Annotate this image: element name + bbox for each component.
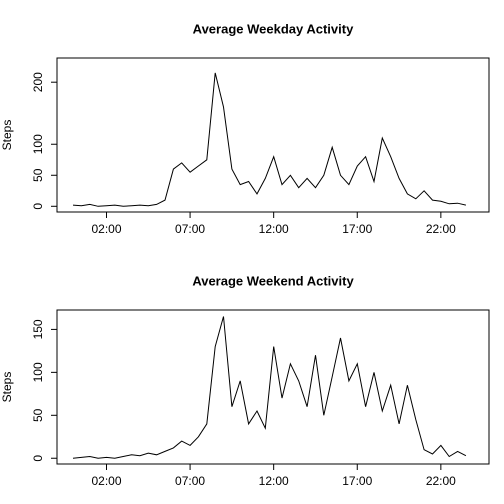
y-tick-label: 50 bbox=[31, 408, 45, 422]
y-tick-label: 0 bbox=[31, 455, 45, 462]
data-line bbox=[72, 72, 467, 207]
x-tick-label: 07:00 bbox=[175, 222, 205, 236]
x-tick-label: 02:00 bbox=[91, 474, 121, 488]
chart-title: Average Weekend Activity bbox=[192, 273, 354, 288]
x-tick-label: 12:00 bbox=[259, 474, 289, 488]
x-tick-label: 17:00 bbox=[342, 222, 372, 236]
y-tick-label: 150 bbox=[31, 319, 45, 339]
x-tick-label: 17:00 bbox=[342, 474, 372, 488]
plot-box bbox=[56, 57, 490, 213]
data-line bbox=[72, 316, 467, 459]
x-tick-label: 02:00 bbox=[91, 222, 121, 236]
x-tick-label: 12:00 bbox=[259, 222, 289, 236]
y-tick-label: 50 bbox=[31, 168, 45, 182]
plot-box bbox=[56, 309, 490, 465]
y-tick-label: 100 bbox=[31, 362, 45, 382]
x-tick-label: 22:00 bbox=[426, 222, 456, 236]
y-axis-label: Steps bbox=[0, 120, 14, 151]
x-tick-label: 22:00 bbox=[426, 474, 456, 488]
y-tick-label: 0 bbox=[31, 203, 45, 210]
x-tick-label: 07:00 bbox=[175, 474, 205, 488]
chart-title: Average Weekday Activity bbox=[193, 21, 354, 36]
y-tick-label: 100 bbox=[31, 134, 45, 154]
y-tick-label: 200 bbox=[31, 72, 45, 92]
y-axis-label: Steps bbox=[0, 372, 14, 403]
